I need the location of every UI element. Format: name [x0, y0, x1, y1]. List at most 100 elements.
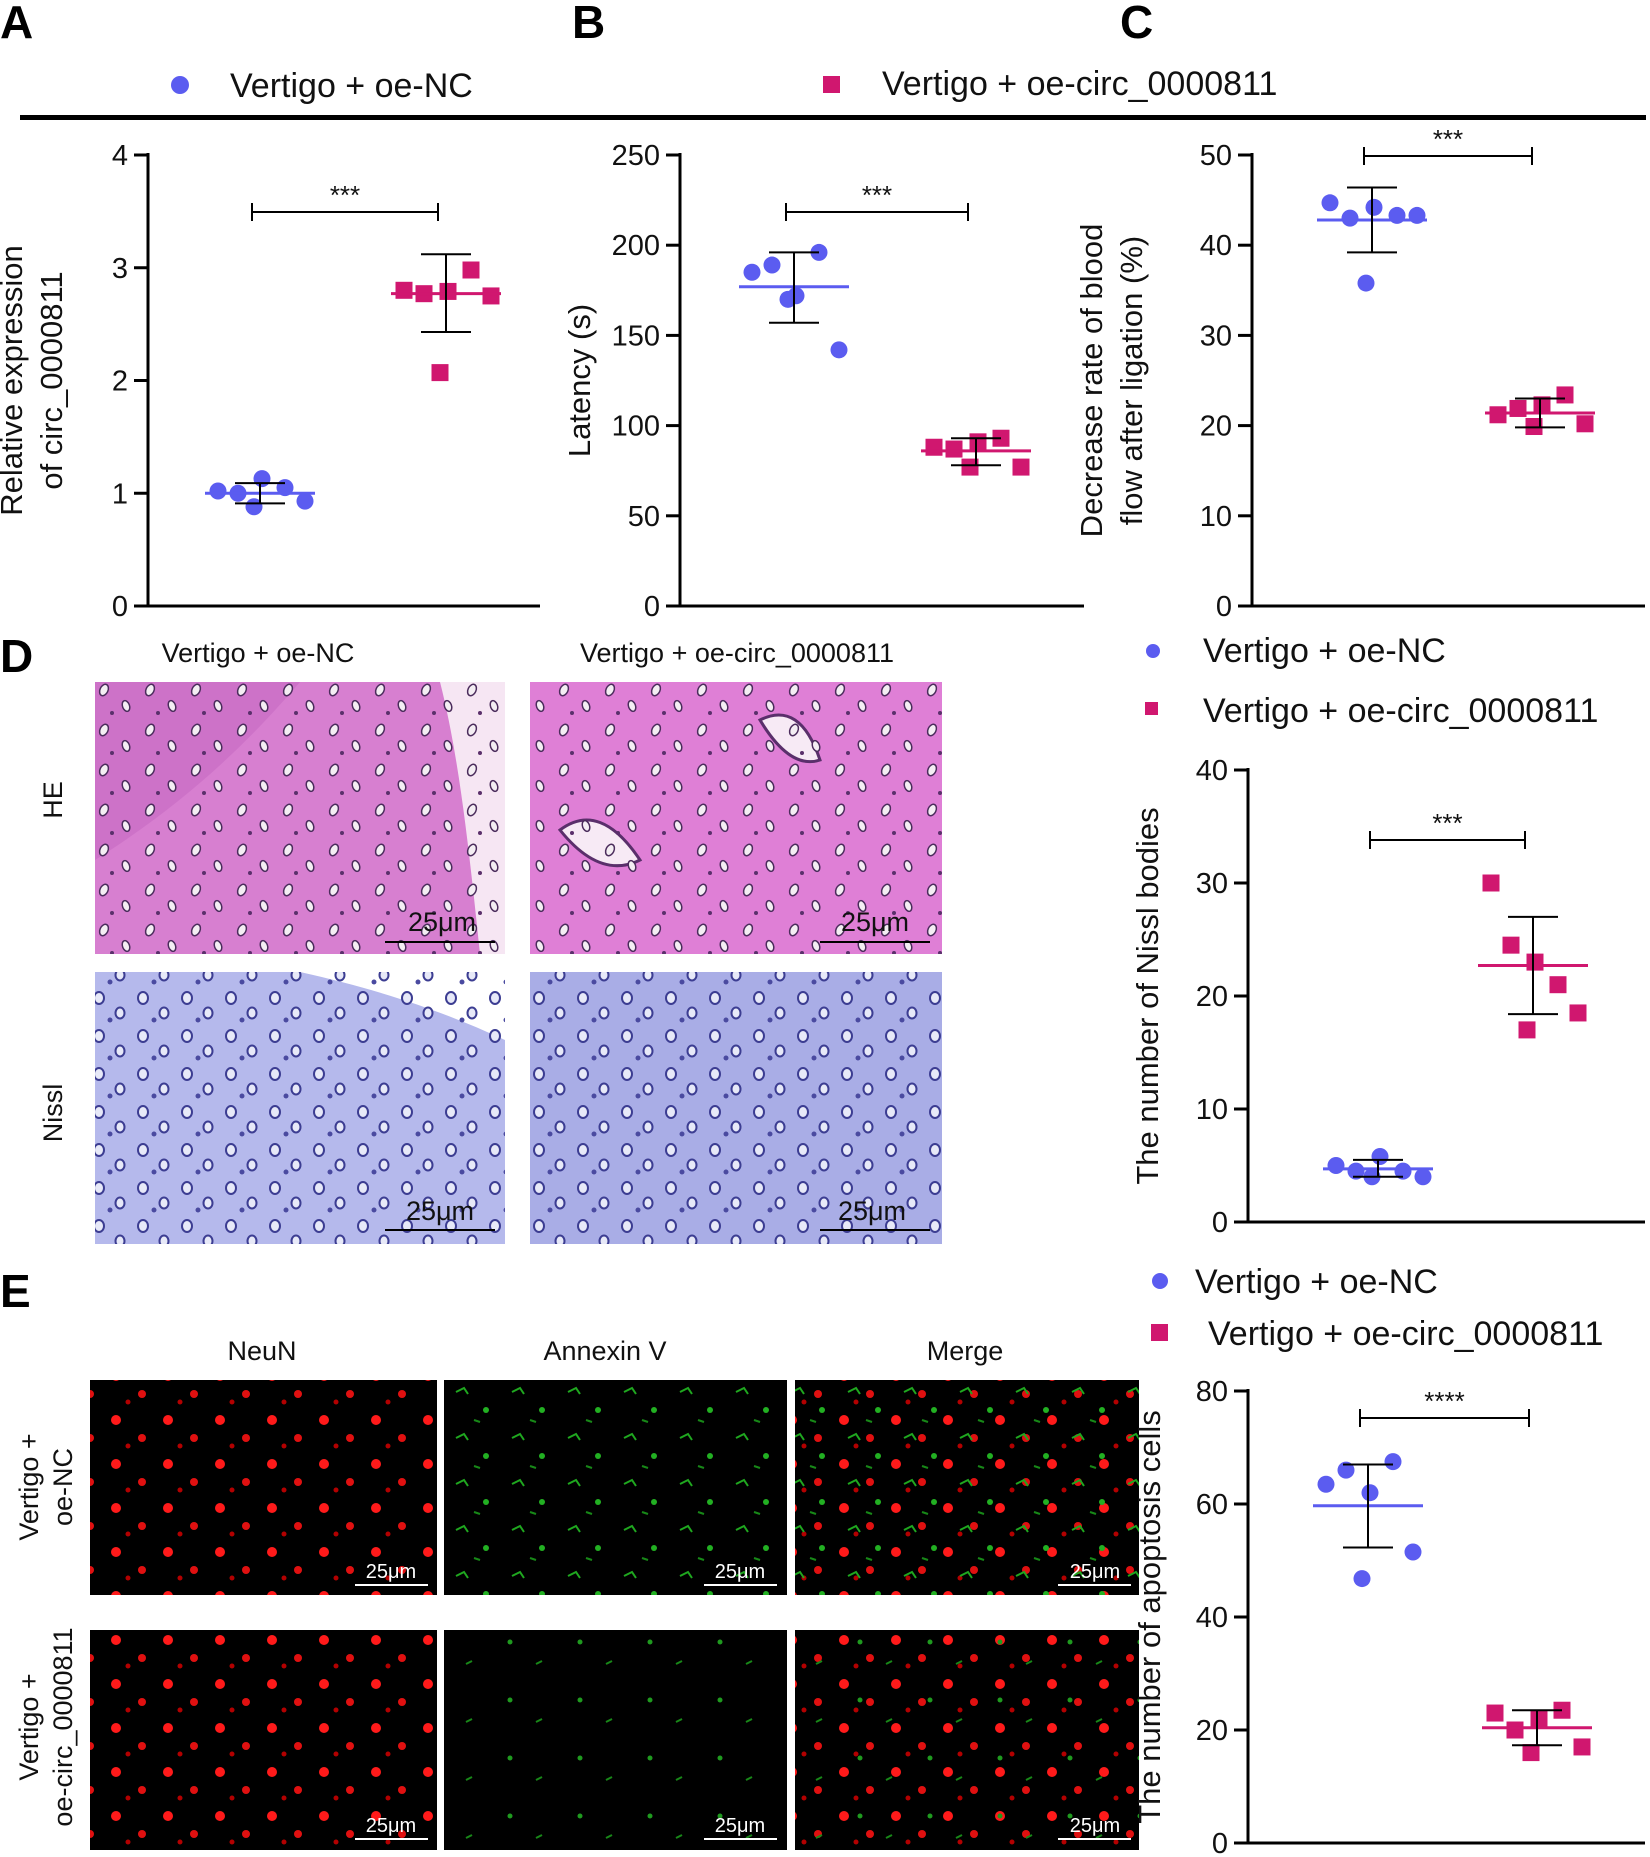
y-tick-label: 200 [612, 230, 660, 262]
col-label-neun: NeuN [227, 1336, 296, 1366]
data-point [1533, 396, 1551, 414]
legend-e-label-oe: Vertigo + oe-circ_0000811 [1208, 1315, 1603, 1353]
he-nc-scale-label: 25μm [408, 907, 476, 937]
data-point [1384, 1453, 1402, 1471]
panel-letter-a: A [0, 0, 33, 48]
y-tick-label: 40 [1196, 755, 1228, 787]
y-tick-label: 50 [1200, 140, 1232, 172]
y-tick-label: 50 [628, 501, 660, 533]
y-tick-label: 40 [1196, 1602, 1228, 1634]
data-point [462, 261, 480, 279]
data-point [1569, 1004, 1587, 1022]
y-tick-label: 0 [112, 591, 128, 623]
y-tick-label: 30 [1196, 868, 1228, 900]
data-point [431, 364, 449, 382]
significance-label: *** [1433, 124, 1463, 154]
legend-e-square-icon [1151, 1324, 1168, 1341]
data-point [1317, 1475, 1335, 1493]
panel-letter-c: C [1120, 0, 1153, 48]
y-axis-title: Relative expression [0, 245, 29, 516]
top-divider [20, 115, 1646, 120]
legend-square-icon [823, 76, 840, 93]
panel-letter-e: E [0, 1265, 31, 1317]
fluor-neun-oe: 25μm [90, 1630, 437, 1850]
neun-nc-scale-label: 25μm [366, 1561, 416, 1583]
legend-e-circle-icon [1152, 1273, 1168, 1289]
data-point [1489, 406, 1507, 424]
significance-label: **** [1424, 1386, 1464, 1416]
y-axis-title: Latency (s) [562, 304, 597, 457]
data-point [830, 341, 848, 359]
data-point [1371, 1147, 1389, 1165]
y-tick-label: 30 [1200, 320, 1232, 352]
nissl-image-nc: 25μm [95, 972, 505, 1244]
nissl-nc-scale-label: 25μm [406, 1196, 474, 1226]
data-point [482, 287, 500, 305]
series-oe-circ [921, 429, 1031, 476]
he-image-nc: 25μm [95, 682, 505, 954]
y-tick-label: 10 [1196, 1094, 1228, 1126]
neun-oe-scale-label: 25μm [366, 1815, 416, 1837]
data-point [925, 438, 943, 456]
annexin-nc-scale-label: 25μm [715, 1561, 765, 1583]
data-point [1576, 415, 1594, 433]
row-label-e1: Vertigo + oe-NC [14, 1433, 78, 1540]
row-label-e2-line2: oe-circ_0000811 [48, 1627, 78, 1826]
data-point [1502, 936, 1520, 954]
y-tick-label: 150 [612, 320, 660, 352]
data-point [763, 256, 781, 274]
data-point [969, 433, 987, 451]
y-tick-label: 60 [1196, 1489, 1228, 1521]
merge-nc-scale-label: 25μm [1070, 1561, 1120, 1583]
col-label-merge: Merge [927, 1336, 1004, 1366]
row-label-e1-line2: oe-NC [48, 1448, 78, 1526]
chart-c: 0 10 20 30 40 50 Decrease rate of blood flow af… [1074, 124, 1645, 623]
data-point [1353, 1570, 1371, 1588]
legend-d-circle-icon [1146, 644, 1160, 658]
data-point [945, 440, 963, 458]
series-oe-circ [1485, 386, 1595, 436]
data-point [1506, 1721, 1524, 1739]
y-tick-label: 250 [612, 140, 660, 172]
nissl-oe-scale-label: 25μm [838, 1196, 906, 1226]
y-tick-label: 0 [1216, 591, 1232, 623]
data-point [1414, 1168, 1432, 1186]
data-point [1357, 274, 1375, 292]
series-oe-nc [205, 470, 315, 516]
legend-circle-icon [171, 76, 189, 94]
data-point [1321, 194, 1339, 212]
series-oe-circ [1482, 1701, 1592, 1762]
legend-d-square-icon [1145, 702, 1158, 715]
chart-e: 0 20 40 60 80 The number of apoptosis cells **… [1132, 1376, 1645, 1857]
data-point [1361, 1484, 1379, 1502]
y-tick-label: 80 [1196, 1376, 1228, 1408]
significance-label: *** [1432, 808, 1462, 838]
y-axis-title: of circ_0000811 [34, 271, 69, 489]
legend-label-nc: Vertigo + oe-NC [230, 67, 473, 105]
fluor-annexin-oe: 25μm [444, 1630, 787, 1850]
row-label-he: HE [38, 781, 68, 819]
data-point [1556, 386, 1574, 404]
y-tick-label: 0 [1212, 1207, 1228, 1239]
legend-d: Vertigo + oe-NC Vertigo + oe-circ_000081… [1145, 632, 1598, 730]
chart-b: 0 50 100 150 200 250 Latency (s) *** [562, 140, 1084, 623]
annexin-oe-scale-label: 25μm [715, 1815, 765, 1837]
he-oe-scale-label: 25μm [841, 907, 909, 937]
data-point [209, 482, 227, 500]
y-tick-label: 40 [1200, 230, 1232, 262]
data-point [1404, 1543, 1422, 1561]
significance-label: *** [862, 180, 892, 210]
y-tick-label: 20 [1200, 411, 1232, 443]
y-tick-label: 3 [112, 253, 128, 285]
y-tick-label: 10 [1200, 501, 1232, 533]
series-oe-nc [1317, 186, 1427, 292]
y-tick-label: 20 [1196, 981, 1228, 1013]
data-point [1394, 1162, 1412, 1180]
data-point [395, 281, 413, 299]
y-axis-title: The number of Nissl bodies [1130, 807, 1165, 1184]
row-label-nissl: Nissl [38, 1084, 68, 1143]
series-oe-circ [1478, 874, 1588, 1039]
panel-letter-d: D [0, 630, 33, 682]
y-tick-label: 2 [112, 366, 128, 398]
legend-label-oe: Vertigo + oe-circ_0000811 [882, 65, 1277, 103]
